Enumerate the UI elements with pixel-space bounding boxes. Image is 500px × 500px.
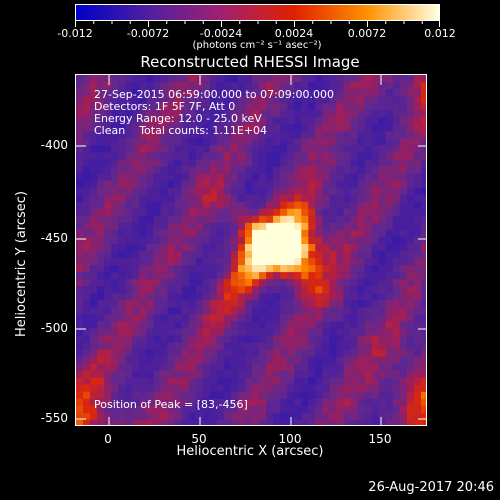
y-tick-label: -550 (40, 411, 68, 425)
colorbar-tick-marks (75, 21, 440, 27)
x-tick-label: 50 (191, 432, 207, 446)
detectors-annotation: Detectors: 1F 5F 7F, Att 0 (94, 100, 236, 113)
x-tick-label: 150 (368, 432, 392, 446)
y-axis-label: Heliocentric Y (arcsec) (14, 191, 29, 337)
colorbar-tick-label: -0.012 (57, 27, 93, 40)
x-tick-label: 100 (278, 432, 302, 446)
plot-title: Reconstructed RHESSI Image (140, 53, 360, 71)
y-tick-label: -450 (40, 231, 68, 245)
time-range-annotation: 27-Sep-2015 06:59:00.000 to 07:09:00.000 (94, 88, 334, 101)
colorbar-tick-label: -0.0072 (126, 27, 170, 40)
energy-annotation: Energy Range: 12.0 - 25.0 keV (94, 112, 262, 125)
y-tick-label: -500 (40, 321, 68, 335)
colorbar-tick-label: 0.012 (424, 27, 456, 40)
peak-annotation: Position of Peak = [83,-456] (94, 398, 248, 411)
colorbar-tick-label: -0.0024 (199, 27, 243, 40)
colorbar-tick-label: 0.0072 (347, 27, 387, 40)
timestamp: 26-Aug-2017 20:46 (368, 480, 494, 495)
image-pixels (76, 75, 426, 425)
clean-annotation: Clean Total counts: 1.11E+04 (94, 124, 268, 137)
image-plot: 27-Sep-2015 06:59:00.000 to 07:09:00.000… (75, 74, 427, 426)
x-axis-label: Heliocentric X (arcsec) (176, 444, 324, 459)
y-tick-label: -400 (40, 138, 68, 152)
x-tick-label: 0 (104, 432, 112, 446)
colorbar-tick-label: 0.0024 (274, 27, 314, 40)
colorbar (75, 4, 440, 21)
colorbar-units: (photons cm⁻² s⁻¹ asec⁻²) (192, 40, 322, 51)
